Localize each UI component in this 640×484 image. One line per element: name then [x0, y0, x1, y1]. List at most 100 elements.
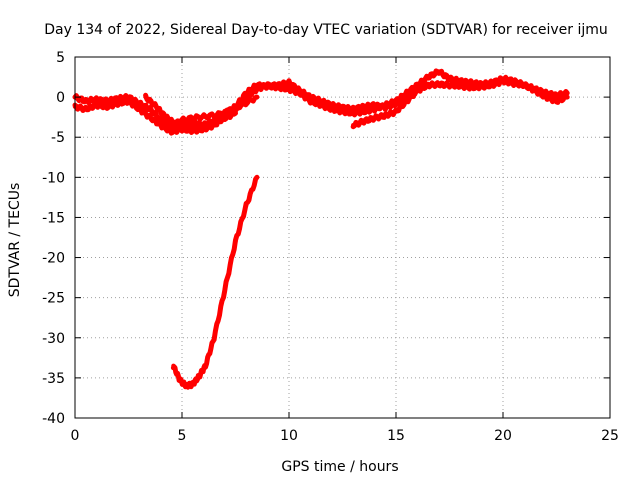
data-point-main-band-a	[286, 80, 292, 85]
data-point-branch-2	[222, 110, 227, 116]
data-point-main-band-b	[329, 106, 334, 112]
y-tick-label: -30	[42, 331, 65, 347]
data-point-branch-3	[383, 113, 388, 118]
data-point-main-band-b	[104, 104, 110, 109]
data-point-branch-3	[404, 98, 409, 104]
data-point-main-band-b	[565, 94, 570, 100]
data-point-main-band-b	[458, 78, 463, 84]
data-point-deep-dip	[203, 363, 208, 369]
y-tick-label: -5	[51, 130, 65, 146]
data-point-main-band-b	[522, 82, 527, 88]
data-point-main-band-b	[532, 88, 538, 93]
chart-title: Day 134 of 2022, Sidereal Day-to-day VTE…	[44, 22, 608, 38]
axis-ticks: 0 5 10 15 20 25 5 0 -5 -10 -15 -20 -25 -30 -35 -40	[42, 50, 619, 444]
data-point-branch-1	[233, 110, 238, 116]
series-deep-dip	[170, 174, 260, 390]
data-point-deep-dip	[171, 363, 176, 369]
x-tick-label: 10	[280, 428, 298, 444]
y-tick-label: -10	[42, 170, 65, 186]
data-point-main-band-b	[276, 85, 281, 90]
data-point-main-band-b	[393, 98, 399, 104]
x-tick-label: 25	[601, 428, 619, 444]
x-tick-label: 5	[178, 428, 187, 444]
y-tick-label: -15	[42, 210, 65, 226]
x-tick-label: 15	[387, 428, 405, 444]
data-point-deep-dip	[177, 378, 183, 383]
data-point-deep-dip	[196, 374, 202, 379]
y-tick-label: 5	[56, 50, 65, 66]
data-point-main-band-b	[318, 102, 324, 108]
data-point-main-band-b	[479, 82, 484, 87]
data-point-branch-2	[254, 94, 260, 100]
data-point-main-band-b	[286, 86, 292, 92]
data-point-deep-dip	[254, 175, 260, 180]
data-point-main-band-b	[500, 76, 506, 81]
plot-frame	[74, 56, 611, 419]
data-point-deep-dip	[233, 239, 238, 244]
y-tick-label: 0	[56, 90, 65, 106]
data-point-main-band-b	[554, 98, 559, 104]
data-point-deep-dip	[222, 287, 227, 292]
data-point-branch-1	[190, 127, 195, 132]
y-tick-label: -40	[42, 411, 65, 427]
data-point-branch-3	[351, 122, 356, 128]
data-point-branch-2	[190, 115, 195, 121]
data-series	[72, 68, 570, 390]
data-point-main-band-a	[94, 97, 99, 102]
data-point-main-band-b	[169, 129, 174, 134]
data-point-main-band-b	[490, 80, 495, 85]
data-point-deep-dip	[244, 203, 249, 208]
data-point-main-band-a	[436, 82, 441, 87]
data-point-main-band-b	[404, 90, 409, 96]
y-axis-label: SDTVAR / TECUs	[7, 183, 23, 298]
data-point-main-band-b	[372, 106, 377, 112]
data-point-main-band-b	[137, 106, 142, 112]
data-point-deep-dip	[184, 383, 189, 389]
y-tick-label: -25	[42, 291, 65, 307]
data-point-branch-1	[211, 120, 217, 125]
data-point-main-band-b	[265, 82, 270, 88]
data-point-main-band-a	[565, 90, 570, 96]
data-point-main-band-b	[447, 76, 452, 81]
data-point-main-band-a	[447, 82, 452, 88]
data-point-main-band-a	[425, 82, 431, 88]
data-point-deep-dip	[190, 382, 195, 387]
data-point-main-band-b	[83, 106, 88, 112]
data-point-main-band-b	[126, 98, 131, 104]
data-point-branch-1	[154, 104, 159, 109]
data-point-main-band-b	[361, 109, 367, 114]
data-point-branch-1	[171, 120, 176, 125]
data-point-main-band-b	[297, 90, 302, 96]
data-point-main-band-b	[147, 114, 153, 120]
series-branch-1	[143, 92, 238, 134]
data-point-branch-3	[415, 88, 420, 93]
y-tick-label: -20	[42, 251, 65, 267]
data-point-main-band-b	[511, 78, 516, 84]
data-point-main-band-b	[115, 101, 121, 106]
data-point-main-band-b	[254, 86, 260, 92]
data-point-main-band-a	[83, 98, 88, 104]
data-point-main-band-b	[94, 102, 99, 108]
data-point-main-band-b	[383, 102, 388, 108]
grid	[75, 57, 610, 418]
data-point-main-band-a	[137, 101, 142, 106]
x-tick-label: 20	[494, 428, 512, 444]
data-point-main-band-b	[425, 74, 431, 80]
series-branch-2	[175, 94, 260, 126]
data-point-branch-2	[175, 118, 180, 124]
data-point-branch-2	[205, 114, 210, 119]
data-point-branch-1	[143, 94, 148, 100]
data-point-branch-3	[361, 118, 367, 124]
data-point-branch-3	[393, 109, 399, 114]
data-point-branch-3	[372, 115, 377, 121]
data-point-main-band-b	[351, 110, 356, 116]
data-point-main-band-b	[436, 69, 441, 74]
data-point-main-band-b	[543, 94, 548, 100]
y-tick-label: -35	[42, 371, 65, 387]
x-tick-label: 0	[71, 428, 80, 444]
data-point-main-band-b	[158, 122, 163, 128]
data-point-branch-1	[162, 114, 168, 119]
data-point-main-band-b	[415, 82, 420, 88]
